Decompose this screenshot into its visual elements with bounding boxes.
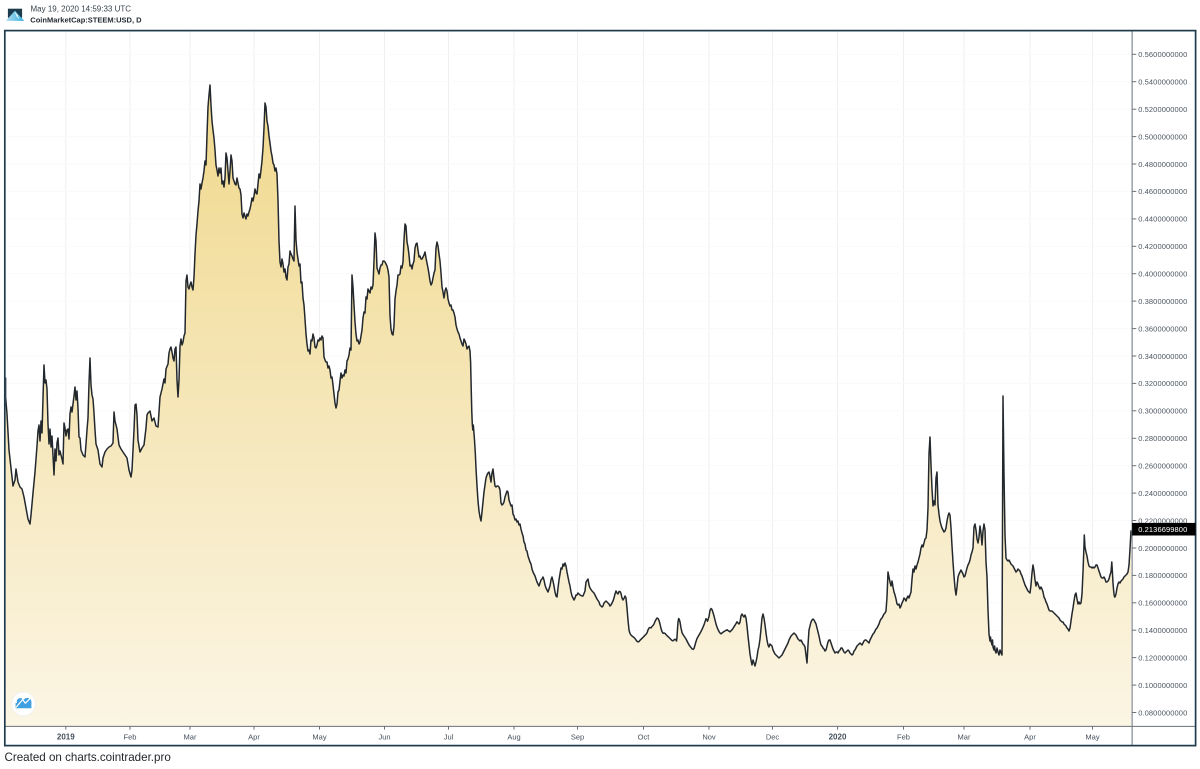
svg-text:0.2400000000: 0.2400000000 bbox=[1138, 489, 1187, 498]
svg-text:Aug: Aug bbox=[507, 733, 520, 742]
svg-text:0.3400000000: 0.3400000000 bbox=[1138, 352, 1187, 361]
svg-text:Created on charts.cointrader.p: Created on charts.cointrader.pro bbox=[5, 751, 171, 764]
svg-text:0.3800000000: 0.3800000000 bbox=[1138, 297, 1187, 306]
svg-text:0.2200000000: 0.2200000000 bbox=[1138, 516, 1187, 525]
svg-text:Jun: Jun bbox=[378, 733, 390, 742]
svg-text:Mar: Mar bbox=[958, 733, 971, 742]
svg-text:Mar: Mar bbox=[184, 733, 197, 742]
svg-text:2020: 2020 bbox=[829, 733, 847, 742]
svg-text:May: May bbox=[1085, 733, 1099, 742]
svg-text:May: May bbox=[312, 733, 326, 742]
svg-text:0.4200000000: 0.4200000000 bbox=[1138, 242, 1187, 251]
svg-text:Sep: Sep bbox=[571, 733, 584, 742]
svg-text:0.2136699800: 0.2136699800 bbox=[1138, 525, 1187, 534]
svg-text:Dec: Dec bbox=[766, 733, 780, 742]
svg-text:0.4600000000: 0.4600000000 bbox=[1138, 187, 1187, 196]
svg-text:0.5000000000: 0.5000000000 bbox=[1138, 132, 1187, 141]
svg-text:0.3600000000: 0.3600000000 bbox=[1138, 324, 1187, 333]
svg-text:Apr: Apr bbox=[248, 733, 260, 742]
svg-text:Feb: Feb bbox=[897, 733, 910, 742]
svg-text:0.5200000000: 0.5200000000 bbox=[1138, 105, 1187, 114]
svg-text:Apr: Apr bbox=[1024, 733, 1036, 742]
svg-text:0.1800000000: 0.1800000000 bbox=[1138, 571, 1187, 580]
svg-text:0.3000000000: 0.3000000000 bbox=[1138, 407, 1187, 416]
svg-text:CoinMarketCap:STEEM:USD, D: CoinMarketCap:STEEM:USD, D bbox=[30, 15, 142, 24]
svg-text:0.2000000000: 0.2000000000 bbox=[1138, 544, 1187, 553]
svg-text:0.1400000000: 0.1400000000 bbox=[1138, 626, 1187, 635]
svg-text:Nov: Nov bbox=[702, 733, 716, 742]
svg-text:0.2800000000: 0.2800000000 bbox=[1138, 434, 1187, 443]
svg-text:0.3200000000: 0.3200000000 bbox=[1138, 379, 1187, 388]
svg-text:0.1200000000: 0.1200000000 bbox=[1138, 653, 1187, 662]
svg-text:0.4800000000: 0.4800000000 bbox=[1138, 160, 1187, 169]
svg-text:2019: 2019 bbox=[57, 733, 75, 742]
svg-text:Feb: Feb bbox=[124, 733, 137, 742]
svg-text:0.0800000000: 0.0800000000 bbox=[1138, 708, 1187, 717]
svg-text:0.5600000000: 0.5600000000 bbox=[1138, 50, 1187, 59]
svg-text:Oct: Oct bbox=[638, 733, 651, 742]
svg-text:May 19, 2020 14:59:33 UTC: May 19, 2020 14:59:33 UTC bbox=[31, 4, 132, 13]
svg-text:0.4400000000: 0.4400000000 bbox=[1138, 215, 1187, 224]
svg-text:0.1000000000: 0.1000000000 bbox=[1138, 681, 1187, 690]
svg-text:0.1600000000: 0.1600000000 bbox=[1138, 599, 1187, 608]
svg-text:0.2600000000: 0.2600000000 bbox=[1138, 462, 1187, 471]
svg-text:Jul: Jul bbox=[444, 733, 454, 742]
svg-text:0.4000000000: 0.4000000000 bbox=[1138, 270, 1187, 279]
svg-text:0.5400000000: 0.5400000000 bbox=[1138, 78, 1187, 87]
